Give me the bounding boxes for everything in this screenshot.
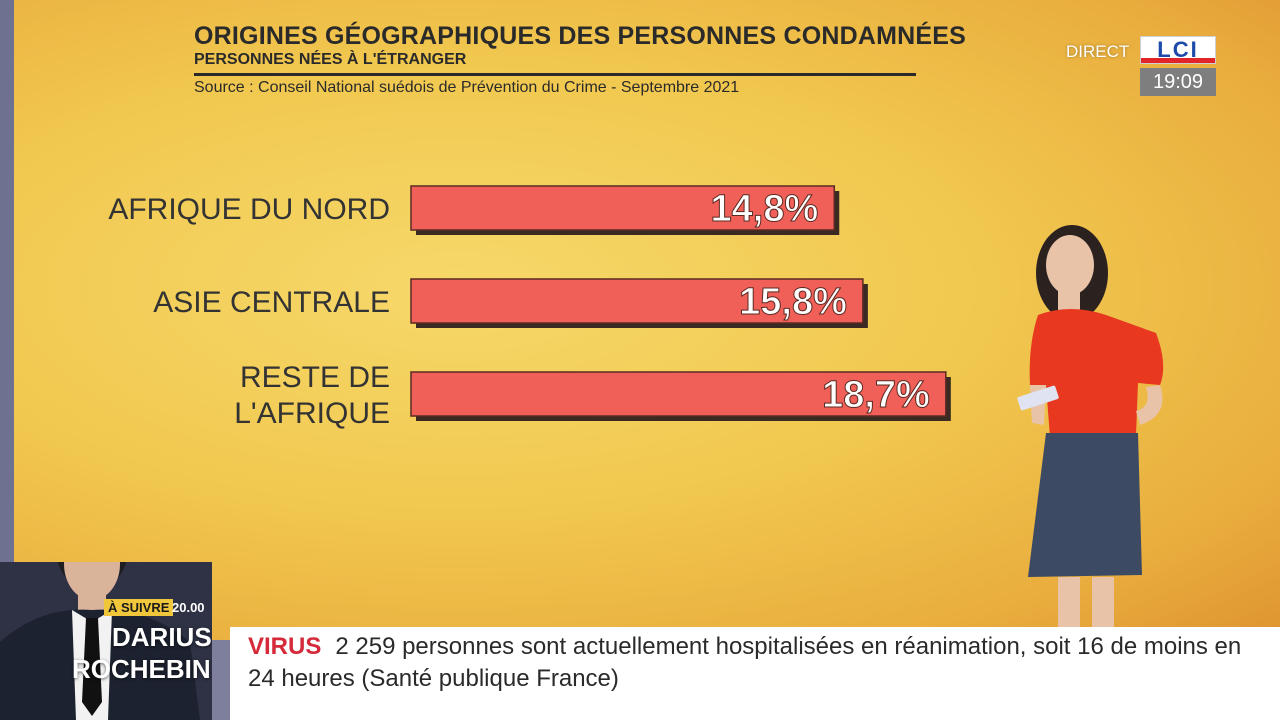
clock: 19:09 [1140, 68, 1216, 96]
bar-value-label: 14,8% [711, 188, 819, 230]
anchor-portrait [0, 562, 212, 720]
channel-name: LCI [1157, 37, 1199, 62]
category-label: L'AFRIQUE [234, 397, 390, 430]
next-label: À SUIVRE [104, 599, 174, 616]
ticker-tag: VIRUS [248, 633, 322, 660]
bar [410, 371, 947, 417]
chart-header: ORIGINES GÉOGRAPHIQUES DES PERSONNES CON… [194, 22, 967, 97]
bar-value-label: 18,7% [822, 374, 930, 416]
header-rule [194, 73, 916, 76]
chart-source: Source : Conseil National suédois de Pré… [194, 79, 740, 96]
news-ticker: VIRUS 2 259 personnes sont actuellement h… [230, 627, 1280, 720]
channel-bug: DIRECT LCI 19:09 [1066, 36, 1216, 98]
left-frame-strip [0, 0, 14, 720]
bar [410, 278, 864, 324]
lci-logo: LCI [1140, 36, 1216, 64]
category-label: ASIE CENTRALE [153, 286, 390, 319]
next-anchor-first-name: DARIUS [112, 622, 212, 652]
chart-subtitle: PERSONNES NÉES À L'ÉTRANGER [194, 51, 467, 68]
ticker-text-block: VIRUS 2 259 personnes sont actuellement h… [248, 631, 1248, 695]
logo-red-bar [1141, 58, 1215, 63]
next-time: 20.00 [172, 600, 205, 615]
bar [410, 185, 836, 231]
ticker-message: 2 259 personnes sont actuellement hospit… [248, 633, 1242, 692]
next-anchor-last-name: ROCHEBIN [72, 654, 211, 684]
next-program-box: À SUIVRE 20.00 DARIUS ROCHEBIN [0, 562, 212, 720]
presenter-figure [1017, 225, 1164, 640]
direct-label: DIRECT [1066, 42, 1130, 61]
category-label: RESTE DE [240, 361, 390, 394]
category-label: AFRIQUE DU NORD [108, 193, 390, 226]
bar-value-label: 15,8% [739, 281, 847, 323]
chart-title: ORIGINES GÉOGRAPHIQUES DES PERSONNES CON… [194, 22, 967, 50]
